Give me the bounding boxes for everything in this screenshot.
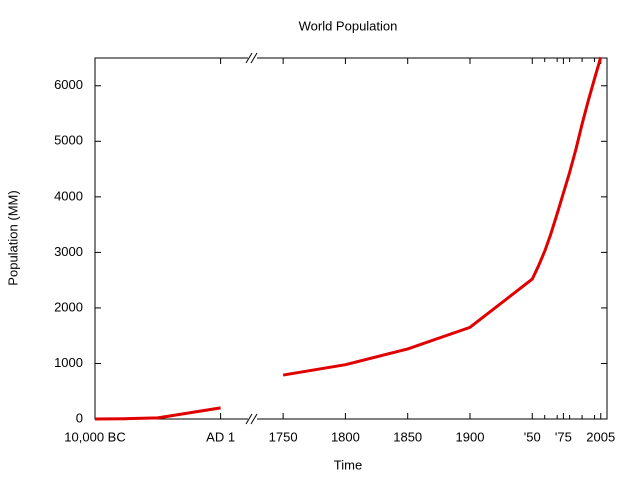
x-tick-label: 1800 (331, 429, 360, 444)
x-tick-label: 1850 (393, 429, 422, 444)
y-tick-label: 0 (76, 410, 83, 425)
x-tick-label: '75 (555, 429, 572, 444)
break-mark (245, 52, 253, 64)
x-tick-label: 2005 (586, 429, 615, 444)
x-tick-label: 10,000 BC (64, 429, 125, 444)
x-tick-label: '50 (524, 429, 541, 444)
break-mark (250, 413, 258, 425)
y-axis-label: Population (MM) (5, 190, 20, 285)
x-tick-label: AD 1 (206, 429, 235, 444)
data-line (94, 406, 221, 421)
x-tick-label: 1750 (269, 429, 298, 444)
plot-frame (94, 57, 608, 420)
chart-title: World Population (299, 18, 398, 33)
x-axis-label: Time (334, 457, 362, 472)
x-tick-label: 1900 (456, 429, 485, 444)
y-tick-label: 6000 (54, 77, 83, 92)
y-tick-label: 4000 (54, 188, 83, 203)
axis-break (245, 52, 258, 425)
break-mark (250, 52, 258, 64)
break-gap (248, 52, 257, 64)
break-gap (248, 413, 257, 425)
y-tick-label: 1000 (54, 355, 83, 370)
break-mark (245, 413, 253, 425)
y-tick-label: 2000 (54, 299, 83, 314)
y-tick-label: 3000 (54, 244, 83, 259)
y-tick-label: 5000 (54, 133, 83, 148)
data-line (282, 56, 603, 377)
